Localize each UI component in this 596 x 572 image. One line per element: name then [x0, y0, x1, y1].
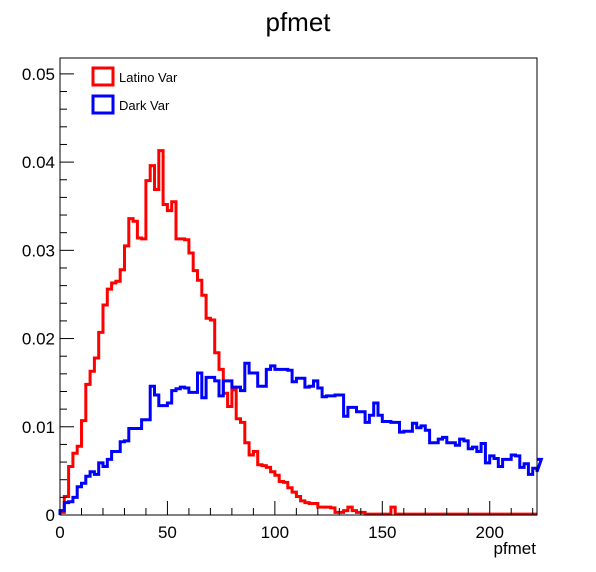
legend-label-latino: Latino Var: [119, 70, 178, 85]
legend-swatch-dark: [91, 94, 115, 115]
x-tick-label: 100: [261, 523, 289, 542]
legend-label-dark: Dark Var: [119, 98, 170, 113]
y-tick-label: 0.05: [22, 65, 55, 84]
x-tick-label: 0: [55, 523, 64, 542]
series-line-0: [58, 149, 537, 516]
legend-swatch-latino: [91, 66, 115, 87]
plot-frame: [59, 57, 538, 516]
x-axis: 0 50 100 150 200: [55, 501, 534, 542]
series-line-1: [58, 361, 544, 515]
y-tick-label: 0: [46, 506, 55, 525]
y-tick-label: 0.02: [22, 330, 55, 349]
x-axis-label: pfmet: [493, 539, 536, 558]
series-layer: [58, 149, 544, 516]
chart-title: pfmet: [265, 7, 331, 37]
x-tick-label: 150: [368, 523, 396, 542]
y-tick-label: 0.03: [22, 241, 55, 260]
y-tick-label: 0.04: [22, 153, 55, 172]
x-tick-label: 50: [158, 523, 177, 542]
legend: Latino Var Dark Var: [91, 66, 178, 115]
x-tick-label: 200: [476, 523, 504, 542]
y-tick-label: 0.01: [22, 418, 55, 437]
y-axis: 0 0.01 0.02 0.03 0.04 0.05: [22, 65, 74, 525]
